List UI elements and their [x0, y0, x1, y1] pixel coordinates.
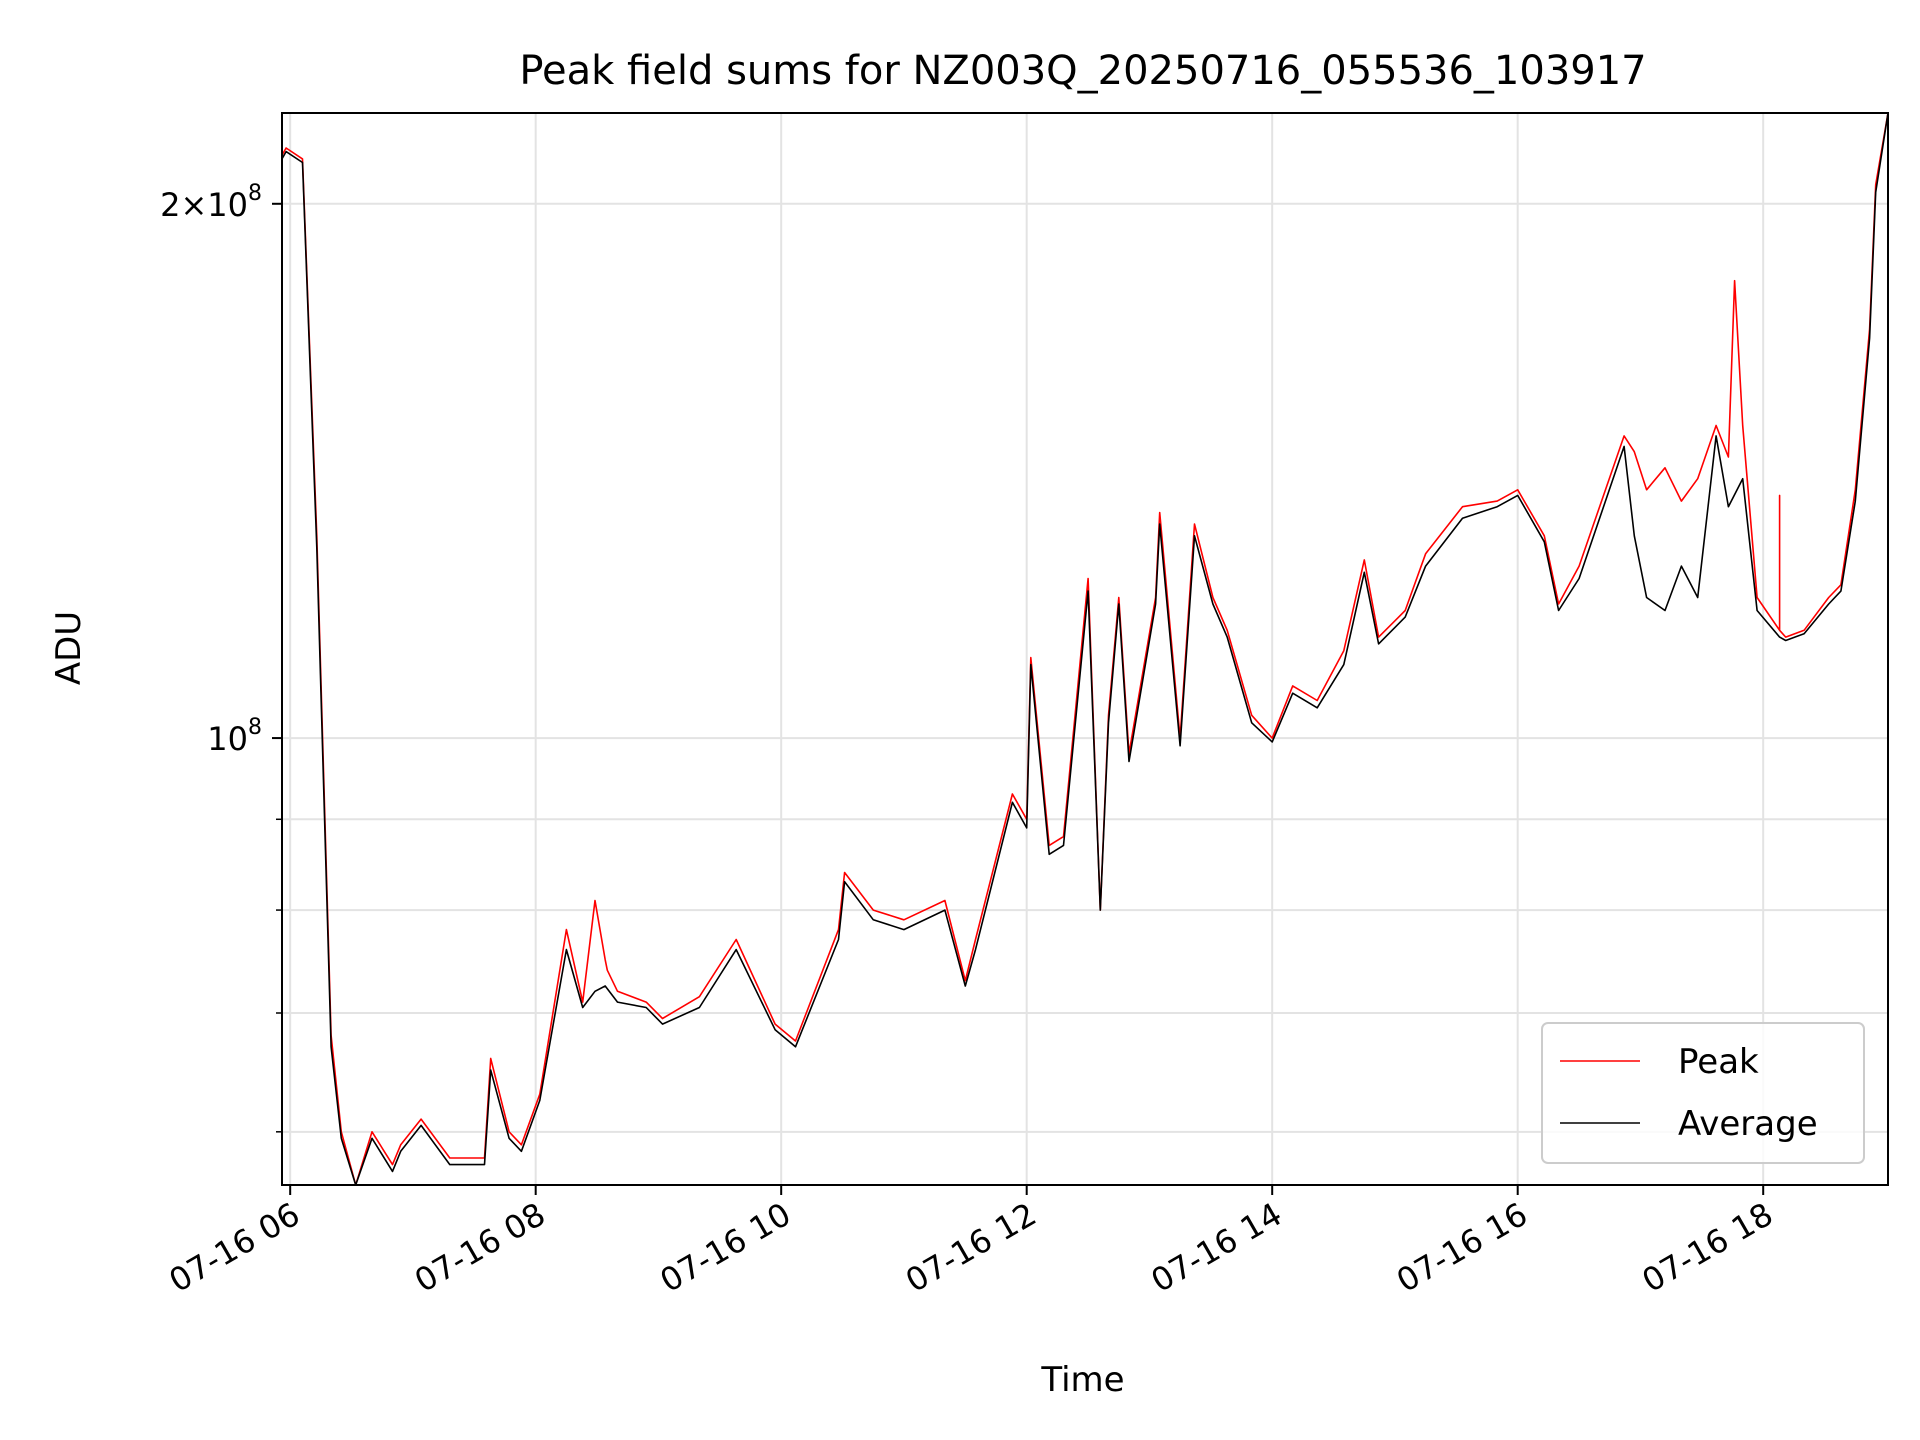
- grid: [282, 113, 1888, 1185]
- x-axis-label: Time: [1040, 1360, 1124, 1400]
- y-tick-label: 2×108: [160, 181, 262, 224]
- y-axis-label: ADU: [49, 611, 89, 685]
- series-line-peak: [282, 113, 1888, 1185]
- legend-label-peak: Peak: [1678, 1042, 1759, 1082]
- y-axis: 108 2×108: [160, 181, 282, 1133]
- x-tick-label: 07-16 08: [408, 1195, 552, 1300]
- x-tick-label: 07-16 06: [163, 1195, 307, 1300]
- legend: Peak Average: [1541, 1022, 1865, 1164]
- x-axis: 07-16 06 07-16 08 07-16 10 07-16 12 07-16 14…: [163, 1185, 1780, 1300]
- series-line-average: [282, 113, 1888, 1185]
- plot-frame: [281, 112, 1889, 1186]
- x-tick-label: 07-16 14: [1145, 1195, 1289, 1300]
- x-tick-label: 07-16 12: [899, 1195, 1043, 1300]
- x-tick-label: 07-16 18: [1636, 1195, 1780, 1300]
- legend-label-average: Average: [1678, 1104, 1818, 1144]
- chart-title: Peak field sums for NZ003Q_20250716_0555…: [519, 48, 1646, 94]
- plot-area: [282, 113, 1888, 1185]
- x-tick-label: 07-16 16: [1390, 1195, 1534, 1300]
- x-tick-label: 07-16 10: [654, 1195, 798, 1300]
- legend-box: [1541, 1022, 1865, 1164]
- y-tick-label: 108: [207, 715, 262, 758]
